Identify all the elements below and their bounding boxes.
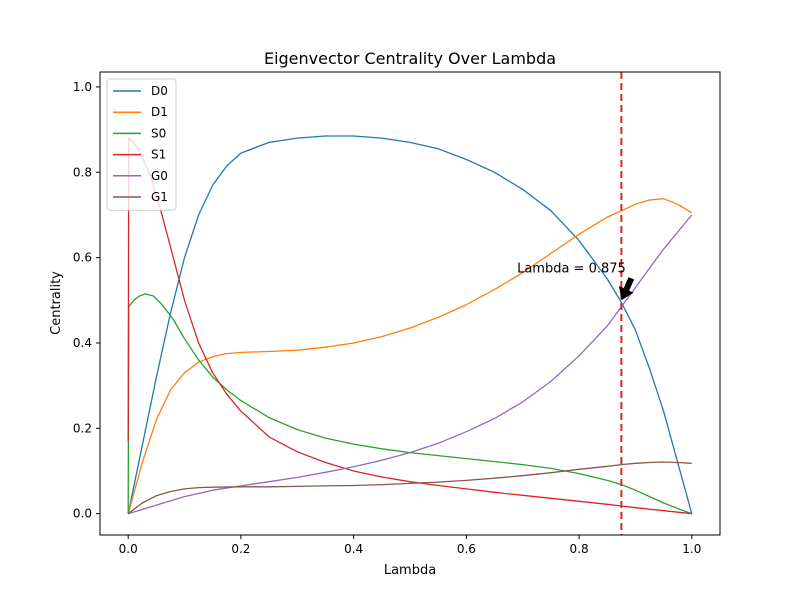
series-line-d0: [127, 135, 693, 514]
legend-label-g1: G1: [151, 190, 168, 204]
chart-title: Eigenvector Centrality Over Lambda: [264, 49, 556, 68]
series-line-g1: [127, 461, 692, 515]
x-axis: 0.0 0.2 0.4 0.6 0.8 1.0: [119, 535, 701, 556]
annotation-text: Lambda = 0.875: [517, 261, 626, 276]
annotation-arrow: [619, 277, 635, 301]
legend-label-g0: G0: [151, 169, 168, 183]
x-tick-label: 0.0: [119, 542, 138, 556]
y-tick-label: 0.8: [73, 165, 92, 179]
series-line-d1: [127, 198, 693, 514]
y-axis-label: Centrality: [49, 271, 64, 335]
legend-label-s1: S1: [151, 148, 166, 162]
legend-label-s0: S0: [151, 126, 166, 140]
y-tick-label: 1.0: [73, 80, 92, 94]
x-tick-label: 0.6: [457, 542, 476, 556]
legend: D0 D1 S0 S1 G0 G1: [106, 78, 177, 211]
legend-label-d0: D0: [151, 84, 168, 98]
y-tick-label: 0.4: [73, 336, 92, 350]
plot-frame: [99, 71, 721, 536]
y-tick-label: 0.0: [73, 507, 92, 521]
series-line-s0: [127, 293, 693, 515]
x-tick-label: 0.8: [570, 542, 589, 556]
x-tick-label: 0.2: [231, 542, 250, 556]
legend-label-d1: D1: [151, 105, 168, 119]
y-axis: 0.0 0.2 0.4 0.6 0.8 1.0: [73, 80, 100, 521]
overlay-layer: Lambda = 0.875: [517, 72, 635, 535]
y-tick-label: 0.6: [73, 251, 92, 265]
y-tick-label: 0.2: [73, 421, 92, 435]
x-axis-label: Lambda: [384, 563, 436, 578]
x-tick-label: 1.0: [682, 542, 701, 556]
x-tick-label: 0.4: [344, 542, 363, 556]
